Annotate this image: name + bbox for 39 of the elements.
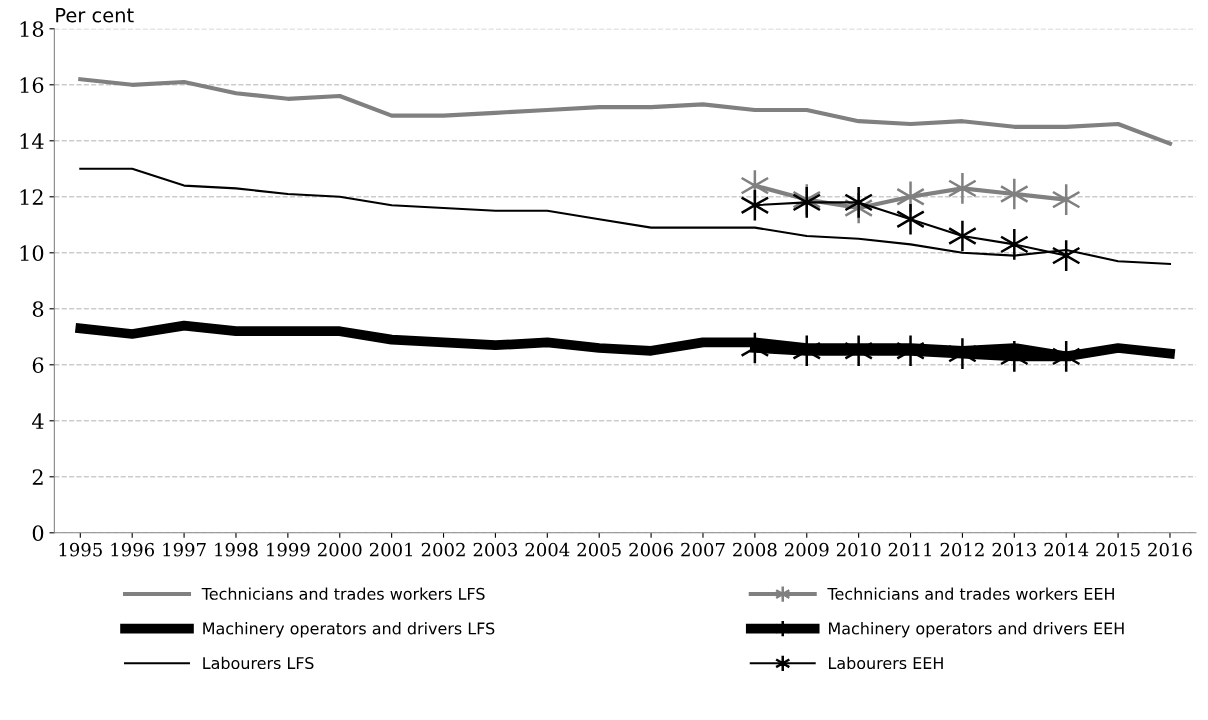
x-tick-label: 2015 (1096, 542, 1140, 557)
x-tick-label: 2009 (785, 542, 829, 557)
legend-label: Machinery operators and drivers LFS (203, 622, 495, 638)
x-tick-label: 2007 (681, 542, 725, 557)
y-tick-label: 18 (20, 21, 44, 38)
x-tick-label: 2005 (577, 542, 621, 557)
x-tick-label: 2008 (733, 542, 777, 557)
x-tick-label: 2003 (473, 542, 518, 557)
y-tick-label: 10 (20, 245, 44, 262)
x-tick-label: 2010 (836, 542, 881, 557)
y-tick-label: 2 (32, 469, 43, 485)
y-tick-label: 16 (20, 77, 44, 94)
y-tick-label: 14 (20, 133, 44, 149)
y-tick-label: 0 (32, 525, 44, 542)
y-axis-title: Per cent (56, 8, 134, 23)
x-tick-label: 2006 (629, 542, 673, 557)
x-tick-label: 2002 (421, 542, 465, 557)
x-tick-label: 1997 (163, 542, 206, 557)
legend-label: Technicians and trades workers LFS (201, 587, 485, 600)
x-tick-label: 2014 (1044, 542, 1089, 557)
y-tick-label: 8 (32, 301, 44, 318)
x-tick-label: 2001 (369, 542, 413, 557)
x-tick-label: 2016 (1148, 542, 1192, 557)
x-tick-label: 1996 (111, 542, 155, 557)
x-tick-label: 2011 (888, 542, 931, 557)
legend-label: Machinery operators and drivers EEH (829, 622, 1124, 638)
x-tick-label: 1999 (267, 542, 310, 557)
x-tick-label: 1998 (215, 542, 258, 557)
x-tick-label: 1995 (59, 542, 102, 557)
y-tick-label: 6 (32, 357, 44, 374)
y-tick-label: 12 (20, 189, 43, 205)
x-tick-label: 2012 (940, 542, 984, 557)
x-tick-label: 2000 (318, 542, 362, 557)
legend-label: Labourers LFS (203, 656, 314, 670)
legend-label: Technicians and trades workers EEH (827, 587, 1114, 600)
x-tick-label: 2004 (525, 542, 570, 557)
x-tick-label: 2013 (992, 542, 1036, 557)
legend-label: Labourers EEH (829, 656, 943, 670)
y-tick-label: 4 (32, 413, 44, 429)
